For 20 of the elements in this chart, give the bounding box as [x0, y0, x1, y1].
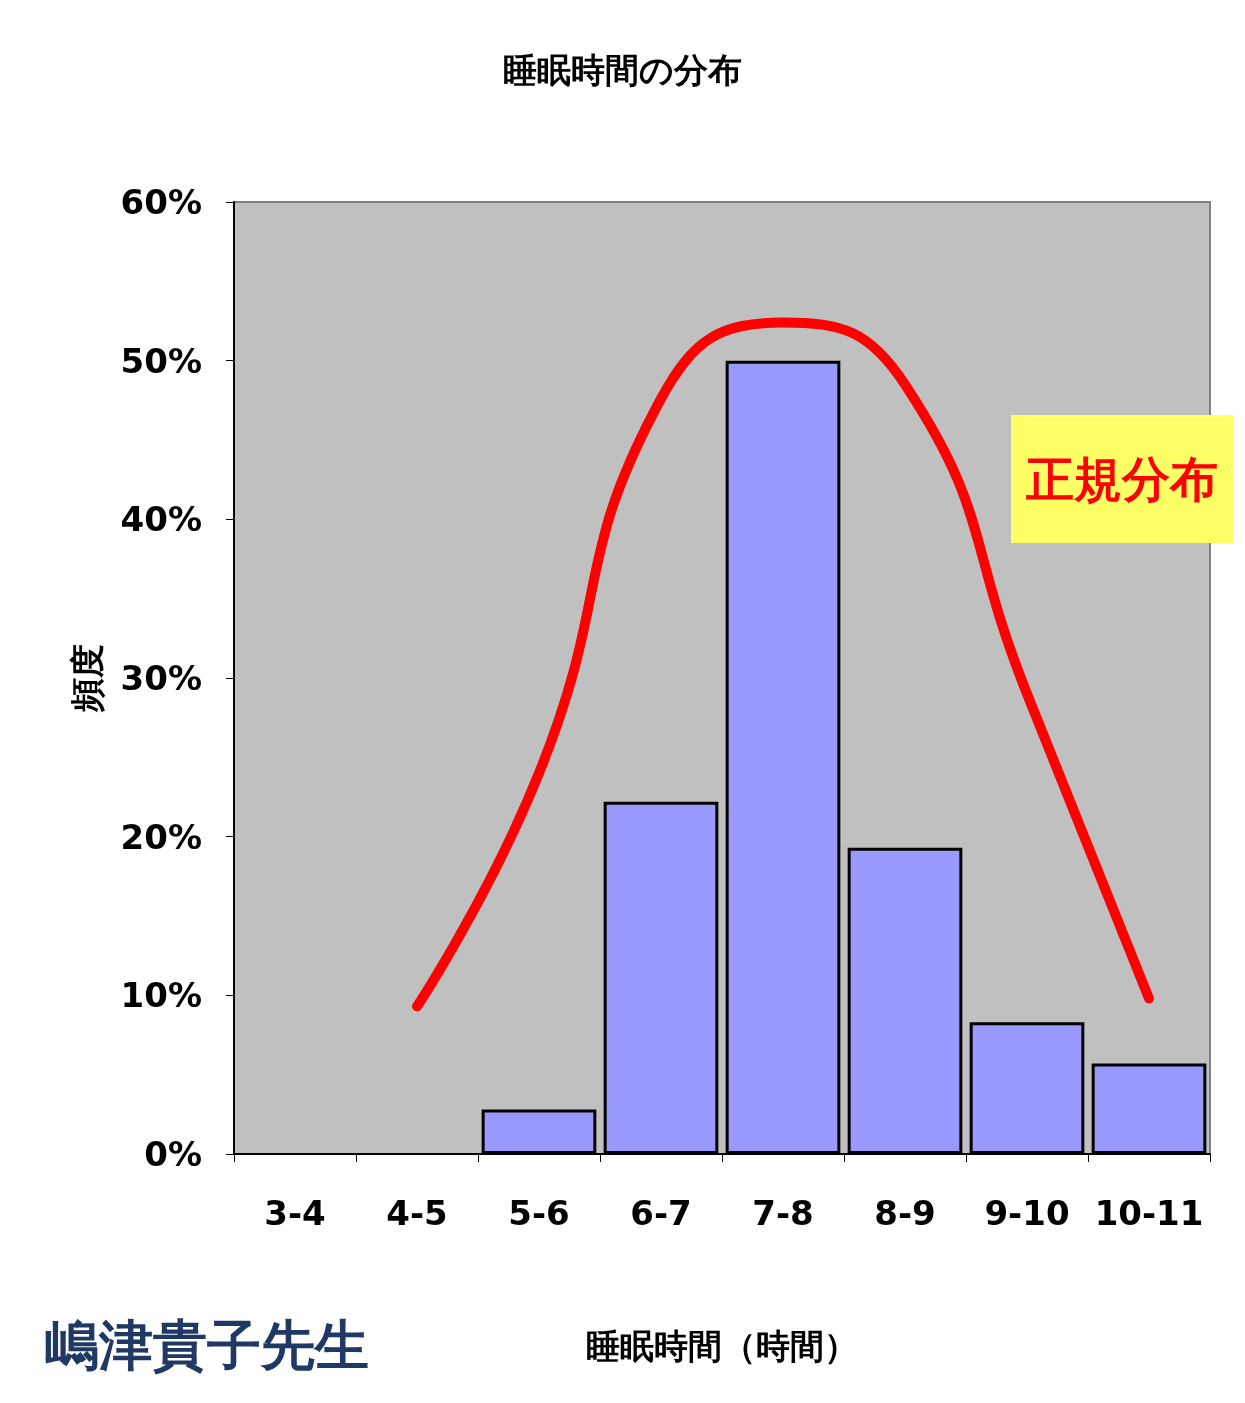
- y-tick-label: 10%: [120, 975, 202, 1016]
- y-axis-title: 頻度: [67, 644, 107, 713]
- y-tick-label: 60%: [120, 182, 202, 222]
- y-tick-label: 0%: [144, 1134, 202, 1174]
- annotation: 正規分布: [1025, 451, 1218, 507]
- x-tick-label: 5-6: [508, 1193, 570, 1233]
- y-tick-label: 40%: [120, 499, 202, 540]
- x-tick-label: 3-4: [264, 1193, 326, 1233]
- y-tick-label: 50%: [120, 340, 202, 381]
- x-tick-label: 7-8: [752, 1193, 814, 1233]
- x-tick-label: 6-7: [630, 1193, 692, 1233]
- chart-title: 睡眠時間の分布: [503, 50, 742, 90]
- text: 嶋津貴子先生: [45, 1313, 369, 1377]
- x-tick-label: 9-10: [984, 1193, 1070, 1233]
- x-tick-label: 8-9: [874, 1193, 936, 1233]
- y-tick-label: 20%: [120, 816, 202, 857]
- x-tick-label: 4-5: [386, 1193, 448, 1233]
- x-tick-label: 10-11: [1094, 1193, 1204, 1233]
- y-tick-label: 30%: [120, 658, 202, 698]
- x-axis-title: 睡眠時間（時間）: [586, 1326, 858, 1366]
